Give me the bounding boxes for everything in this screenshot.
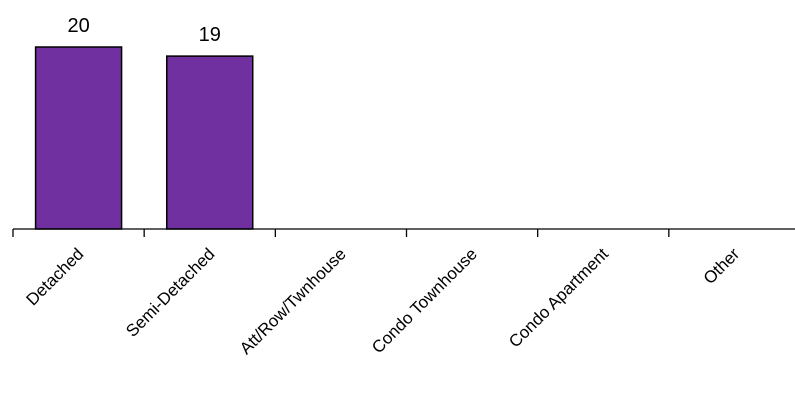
x-axis-ticks	[12, 229, 670, 237]
bar-semi-detached	[166, 55, 254, 230]
bars-group	[34, 46, 254, 230]
data-label-detached: 20	[67, 15, 89, 37]
tick-label-semi-detached: Semi-Detached	[122, 244, 218, 340]
tick-label-att-row-twnhouse: Att/Row/Twnhouse	[236, 244, 350, 358]
bar-detached	[34, 46, 123, 230]
data-labels-group: 20 19	[67, 15, 220, 46]
tick-label-other: Other	[700, 244, 744, 288]
tick-label-condo-townhouse: Condo Townhouse	[368, 244, 481, 357]
data-label-semi-detached: 19	[199, 24, 221, 46]
tick-label-detached: Detached	[23, 244, 88, 309]
x-axis-tick-labels: Detached Semi-Detached Att/Row/Twnhouse Con…	[23, 244, 744, 358]
tick-label-condo-apartment: Condo Apartment	[505, 244, 612, 351]
